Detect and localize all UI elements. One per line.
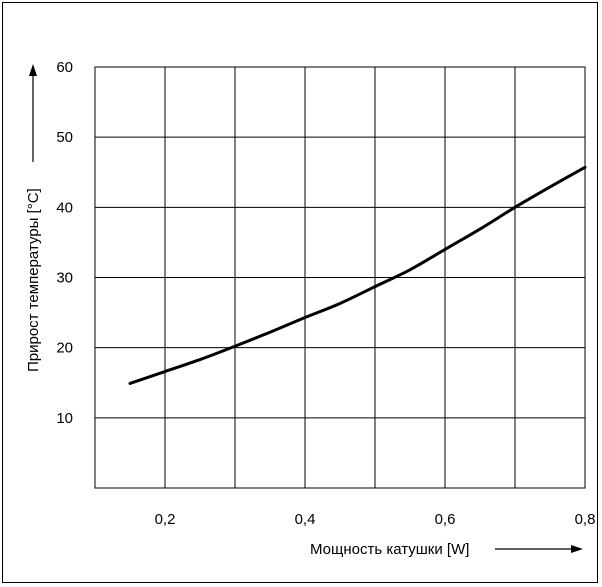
y-axis-label-group: Прирост температуры [°C] bbox=[25, 64, 42, 372]
y-tick-label: 30 bbox=[56, 270, 73, 287]
x-axis-arrow-head bbox=[571, 545, 583, 553]
x-tick-label: 0,6 bbox=[435, 511, 456, 528]
x-axis-label: Мощность катушки [W] bbox=[310, 541, 469, 558]
x-tick-label: 0,4 bbox=[295, 511, 316, 528]
grid bbox=[94, 66, 586, 489]
y-tick-label: 20 bbox=[56, 340, 73, 357]
series-line bbox=[128, 165, 587, 385]
series-group bbox=[128, 165, 587, 385]
y-tick-label: 10 bbox=[56, 410, 73, 427]
chart-frame bbox=[2, 2, 598, 583]
tick-labels: 10 20 30 40 50 60 0,2 0,4 0,6 0,8 bbox=[56, 59, 595, 528]
x-tick-label: 0,2 bbox=[155, 511, 176, 528]
y-tick-label: 50 bbox=[56, 129, 73, 146]
x-tick-label: 0,8 bbox=[575, 511, 596, 528]
y-axis-label: Прирост температуры [°C] bbox=[25, 188, 42, 372]
x-axis-label-group: Мощность катушки [W] bbox=[310, 541, 583, 558]
y-tick-label: 60 bbox=[56, 59, 73, 76]
y-tick-label: 40 bbox=[56, 199, 73, 216]
y-axis-arrow-head bbox=[29, 64, 37, 76]
